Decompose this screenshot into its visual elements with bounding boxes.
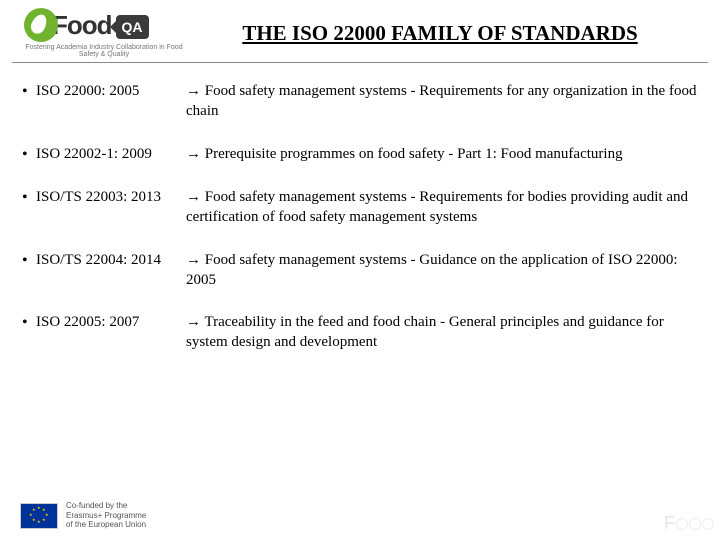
- standard-desc: → Food safety management systems - Requi…: [186, 81, 698, 122]
- list-item: • ISO 22000: 2005 → Food safety manageme…: [22, 81, 698, 122]
- logo: Food QA Fostering Academia Industry Coll…: [24, 8, 184, 58]
- bullet-icon: •: [22, 187, 36, 209]
- list-item: • ISO 22002-1: 2009 → Prerequisite progr…: [22, 144, 698, 166]
- bullet-icon: •: [22, 250, 36, 272]
- bullet-icon: •: [22, 81, 36, 103]
- standard-code: ISO 22005: 2007: [36, 312, 186, 332]
- arrow-icon: →: [186, 146, 201, 162]
- arrow-icon: →: [186, 314, 201, 330]
- standard-desc: → Traceability in the feed and food chai…: [186, 312, 698, 353]
- logo-badge-qa: QA: [116, 15, 149, 39]
- slide-title: THE ISO 22000 FAMILY OF STANDARDS: [204, 21, 696, 46]
- bullet-icon: •: [22, 144, 36, 166]
- desc-text: Food safety management systems - Require…: [186, 189, 688, 225]
- slide-header: Food QA Fostering Academia Industry Coll…: [12, 0, 708, 63]
- desc-text: Food safety management systems - Guidanc…: [186, 252, 678, 288]
- bullet-icon: •: [22, 312, 36, 334]
- standard-code: ISO 22000: 2005: [36, 81, 186, 101]
- leaf-icon: [24, 8, 58, 42]
- arrow-icon: →: [186, 252, 201, 268]
- footer-line3: of the European Union: [66, 520, 146, 530]
- standard-code: ISO/TS 22003: 2013: [36, 187, 186, 207]
- arrow-icon: →: [186, 83, 201, 99]
- logo-text-food: Food: [52, 10, 112, 41]
- watermark-icon: F: [664, 513, 714, 534]
- erasmus-label: Co-funded by the Erasmus+ Programme of t…: [66, 501, 146, 530]
- list-item: • ISO 22005: 2007 → Traceability in the …: [22, 312, 698, 353]
- list-item: • ISO/TS 22003: 2013 → Food safety manag…: [22, 187, 698, 228]
- logo-row: Food QA: [24, 8, 149, 42]
- footer-line2: Erasmus+ Programme: [66, 511, 146, 521]
- standard-code: ISO 22002-1: 2009: [36, 144, 186, 164]
- list-item: • ISO/TS 22004: 2014 → Food safety manag…: [22, 250, 698, 291]
- standard-desc: → Food safety management systems - Requi…: [186, 187, 698, 228]
- footer: ★ ★ ★ ★ ★ ★ ★ ★ Co-funded by the Erasmus…: [20, 501, 146, 530]
- slide-content: • ISO 22000: 2005 → Food safety manageme…: [0, 81, 720, 353]
- standard-code: ISO/TS 22004: 2014: [36, 250, 186, 270]
- footer-line1: Co-funded by the: [66, 501, 146, 511]
- desc-text: Prerequisite programmes on food safety -…: [205, 146, 623, 162]
- logo-tagline: Fostering Academia Industry Collaboratio…: [24, 44, 184, 58]
- eu-flag-icon: ★ ★ ★ ★ ★ ★ ★ ★: [20, 503, 58, 529]
- arrow-icon: →: [186, 189, 201, 205]
- desc-text: Food safety management systems - Require…: [186, 83, 696, 119]
- standard-desc: → Prerequisite programmes on food safety…: [186, 144, 698, 164]
- standard-desc: → Food safety management systems - Guida…: [186, 250, 698, 291]
- desc-text: Traceability in the feed and food chain …: [186, 314, 664, 350]
